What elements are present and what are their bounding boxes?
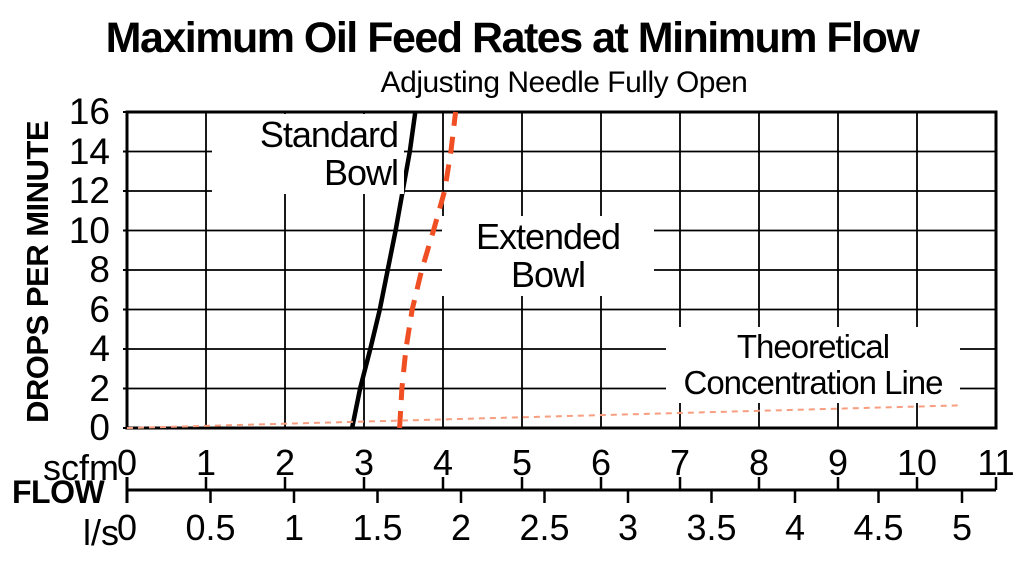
- scfm-tick-label: 6: [590, 442, 612, 483]
- scfm-tick-label: 1: [195, 442, 217, 483]
- chart-subtitle: Adjusting Needle Fully Open: [380, 66, 748, 99]
- theoretical-line-label: Theoretical Concentration Line: [666, 327, 960, 403]
- ls-tick-label: 5: [951, 507, 973, 548]
- ls-tick-label: 1: [283, 507, 305, 548]
- extended-bowl-label-line1: Extended: [475, 216, 621, 257]
- scfm-tick-label: 9: [827, 442, 849, 483]
- y-tick-label: 12: [68, 170, 110, 211]
- scfm-tick-label: 8: [748, 442, 770, 483]
- scfm-tick-label: 0: [116, 442, 138, 483]
- scfm-tick-label: 7: [669, 442, 691, 483]
- scfm-tick-label: 5: [511, 442, 533, 483]
- scfm-tick-label: 2: [274, 442, 296, 483]
- theoretical-line-label-line2: Concentration Line: [683, 364, 943, 401]
- extended-bowl-label: Extended Bowl: [442, 216, 654, 296]
- ls-tick-label: 0.5: [185, 507, 236, 548]
- y-tick-label: 6: [89, 288, 110, 330]
- ls-unit-label: l/s: [83, 512, 119, 553]
- scfm-tick-label: 11: [977, 442, 1015, 483]
- y-tick-label: 0: [89, 407, 110, 448]
- ls-tick-label: 2.5: [519, 507, 570, 548]
- ls-tick-label: 2: [450, 507, 472, 548]
- y-tick-label: 4: [89, 328, 110, 369]
- ls-tick-label: 3.5: [686, 507, 737, 548]
- standard-bowl-label: Standard Bowl: [212, 114, 404, 194]
- ls-tick-label: 4: [784, 507, 806, 548]
- ls-tick-label: 1.5: [352, 507, 403, 548]
- flow-axis-label: FLOW: [12, 474, 105, 510]
- y-tick-label: 2: [89, 367, 110, 409]
- y-tick-label: 14: [68, 130, 110, 172]
- standard-bowl-label-line1: Standard: [259, 114, 399, 155]
- y-tick-label: 8: [89, 249, 110, 290]
- ls-tick-label: 0: [116, 507, 138, 548]
- scfm-tick-label: 3: [353, 442, 375, 483]
- standard-bowl-label-line2: Bowl: [323, 152, 399, 193]
- scfm-unit-label: scfm: [43, 447, 119, 488]
- y-tick-label: 10: [68, 209, 110, 251]
- scfm-tick-label: 4: [432, 442, 454, 483]
- y-tick-label: 16: [68, 91, 110, 132]
- chart-title: Maximum Oil Feed Rates at Minimum Flow: [105, 14, 920, 62]
- ls-tick-label: 3: [617, 507, 639, 548]
- scfm-tick-label: 10: [896, 442, 938, 483]
- extended-bowl-label-line2: Bowl: [510, 254, 586, 295]
- theoretical-line-label-line1: Theoretical: [736, 328, 890, 365]
- ls-tick-label: 4.5: [853, 507, 904, 548]
